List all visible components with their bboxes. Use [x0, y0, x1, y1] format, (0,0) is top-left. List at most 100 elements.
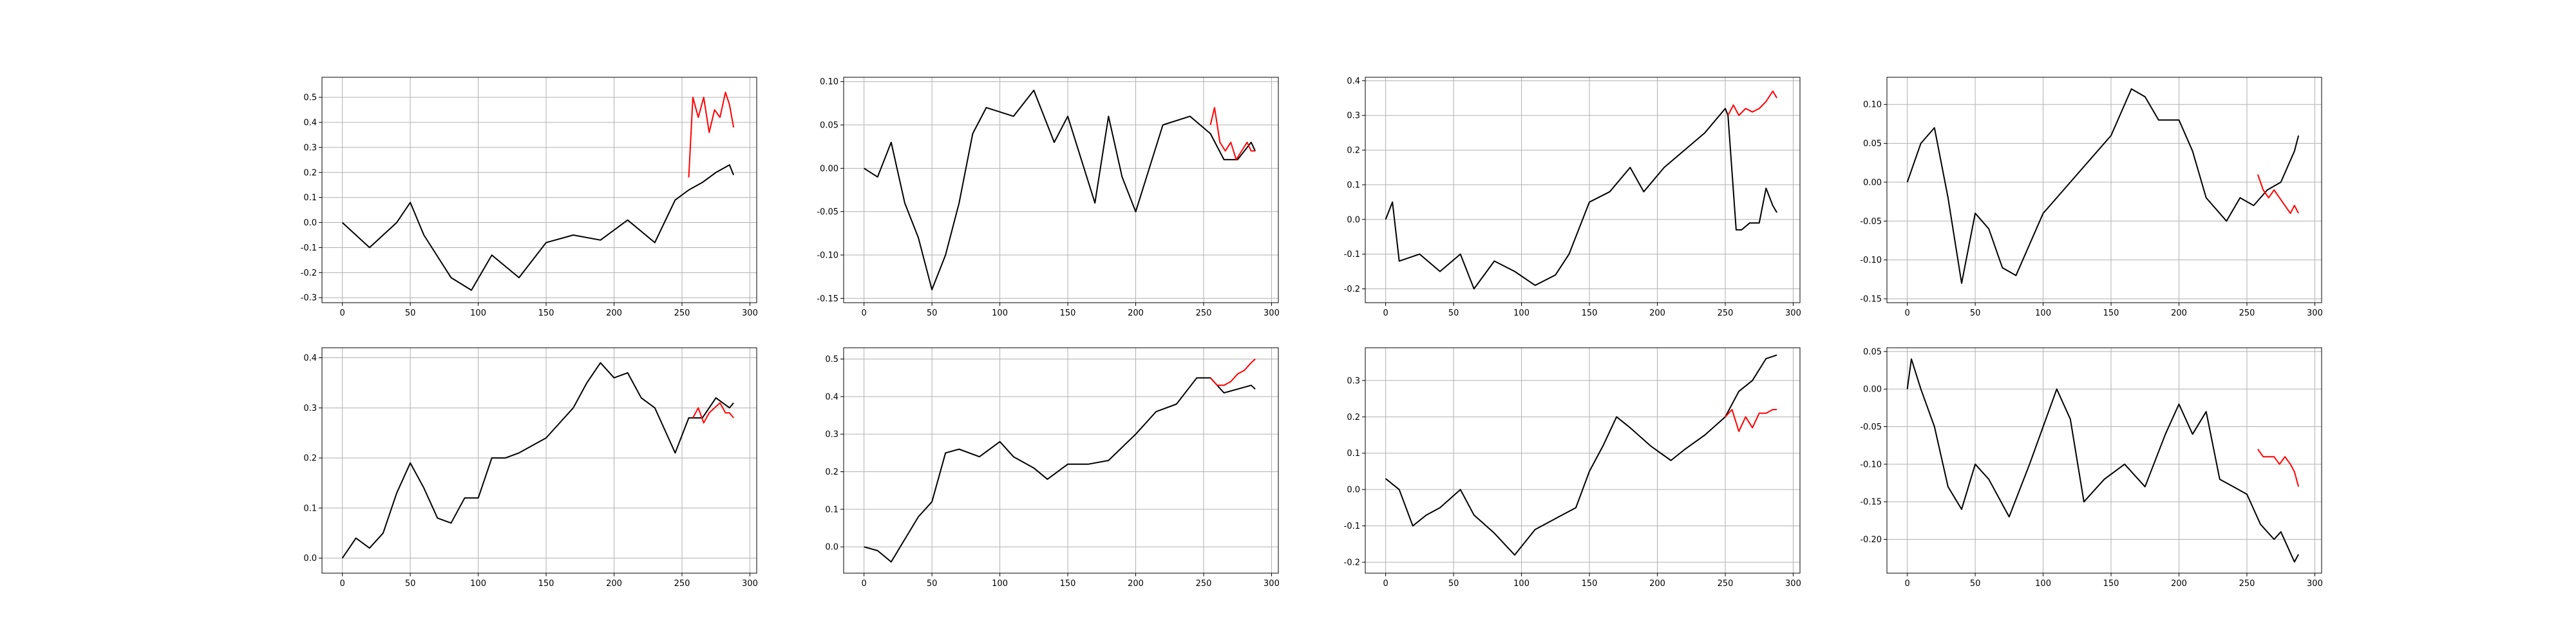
y-tick-label: 0.10 [820, 77, 838, 87]
x-tick-label: 50 [927, 308, 938, 318]
y-tick-label: -0.05 [1860, 422, 1882, 432]
x-tick-label: 250 [674, 308, 690, 318]
y-tick-label: -0.1 [1344, 522, 1360, 531]
x-tick-label: 0 [1905, 579, 1910, 589]
x-tick-label: 200 [2171, 579, 2187, 589]
y-tick-label: 0.2 [303, 454, 317, 464]
series-line-actual [1906, 88, 2300, 284]
y-tick-label: 0.10 [1863, 100, 1882, 110]
y-tick-label: 0.05 [1863, 347, 1882, 357]
y-tick-label: 0.00 [1863, 178, 1882, 187]
subplot-6: 0 50 100 150 200 250 300 0.0 0.1 0.2 0.3 0.4 0.5 [825, 347, 1280, 589]
x-tick-label: 300 [2307, 579, 2323, 589]
x-tick-label: 200 [606, 579, 622, 589]
series-line-actual [1385, 108, 1777, 290]
x-tick-label: 100 [1513, 579, 1530, 589]
x-tick-label: 200 [606, 308, 622, 318]
y-tick-label: 0.0 [1347, 486, 1360, 495]
x-tick-label: 200 [1649, 579, 1665, 589]
x-tick-label: 150 [1060, 308, 1076, 318]
plot-frame [1886, 347, 2322, 574]
series-line-actual [864, 90, 1256, 290]
y-tick-label: -0.1 [301, 243, 317, 253]
y-tick-label: 0.5 [825, 355, 838, 365]
x-tick-label: 200 [1128, 308, 1144, 318]
x-tick-label: 300 [1785, 579, 1801, 589]
y-tick-label: 0.00 [1863, 385, 1882, 395]
y-tick-label: 0.1 [303, 193, 317, 203]
series-line-predicted [1727, 90, 1777, 117]
x-tick-label: 200 [2171, 308, 2187, 318]
x-tick-label: 150 [1582, 579, 1598, 589]
y-tick-label: 0.4 [303, 354, 317, 363]
y-tick-label: 0.1 [303, 504, 317, 513]
y-tick-label: 0.05 [820, 121, 838, 131]
subplot-1: 0 50 100 150 200 250 300 -0.3 -0.2 -0.1 0.0 0.1 0.2 0… [301, 77, 758, 318]
y-tick-label: -0.10 [1860, 256, 1882, 265]
y-tick-label: 0.2 [1347, 146, 1360, 156]
x-tick-label: 50 [1970, 579, 1981, 589]
x-tick-label: 50 [405, 579, 416, 589]
y-tick-label: -0.2 [301, 269, 317, 278]
y-tick-label: 0.3 [1347, 376, 1360, 386]
y-tick-label: 0.1 [1347, 180, 1360, 190]
x-tick-label: 150 [2103, 308, 2119, 318]
y-tick-label: 0.0 [303, 554, 317, 564]
x-tick-label: 250 [1196, 308, 1212, 318]
x-tick-label: 100 [992, 308, 1008, 318]
x-tick-label: 50 [1448, 308, 1459, 318]
x-tick-label: 150 [2103, 579, 2119, 589]
subplot-7: 0 50 100 150 200 250 300 -0.2 -0.1 0.0 0.1 0.2 0.3 [1344, 347, 1801, 589]
y-tick-label: -0.3 [301, 294, 317, 303]
subplot-5: 0 50 100 150 200 250 300 0.0 0.1 0.2 0.3 0.4 [303, 347, 758, 589]
x-tick-label: 0 [340, 308, 345, 318]
x-tick-label: 200 [1649, 308, 1665, 318]
y-tick-label: -0.10 [817, 251, 838, 260]
x-tick-label: 100 [992, 579, 1008, 589]
x-tick-label: 250 [1196, 579, 1212, 589]
x-tick-label: 100 [470, 308, 486, 318]
y-tick-label: 0.3 [303, 404, 317, 413]
x-tick-label: 250 [1718, 308, 1734, 318]
y-tick-label: 0.4 [303, 118, 317, 128]
series-line-actual [1385, 354, 1777, 556]
y-tick-label: 0.2 [303, 168, 317, 178]
plot-frame [843, 347, 1279, 574]
x-tick-label: 200 [1128, 579, 1144, 589]
x-tick-label: 50 [1448, 579, 1459, 589]
x-tick-label: 300 [1264, 579, 1280, 589]
y-tick-label: 0.1 [1347, 449, 1360, 459]
plot-frame [321, 347, 757, 574]
y-tick-label: 0.0 [825, 543, 838, 553]
y-tick-label: -0.10 [1860, 460, 1882, 469]
y-tick-label: -0.15 [1860, 294, 1882, 304]
plot-frame [1365, 347, 1801, 574]
x-tick-label: 150 [538, 579, 554, 589]
x-tick-label: 0 [1905, 308, 1910, 318]
series-line-predicted [688, 91, 735, 178]
x-tick-label: 300 [742, 308, 758, 318]
x-tick-label: 150 [538, 308, 554, 318]
x-tick-label: 250 [2239, 579, 2255, 589]
y-tick-label: -0.2 [1344, 558, 1360, 568]
series-line-predicted [1725, 409, 1777, 432]
series-line-actual [341, 362, 734, 559]
x-tick-label: 100 [2035, 308, 2051, 318]
x-tick-label: 250 [1718, 579, 1734, 589]
y-tick-label: -0.1 [1344, 250, 1360, 260]
series-line-predicted [2257, 174, 2299, 214]
x-tick-label: 300 [742, 579, 758, 589]
y-tick-label: 0.2 [825, 468, 838, 477]
y-tick-label: 0.1 [825, 505, 838, 515]
plot-frame [843, 77, 1279, 303]
subplot-4: 0 50 100 150 200 250 300 -0.15 -0.10 -0.05 0.00 0.0… [1860, 77, 2323, 318]
y-tick-label: 0.00 [820, 164, 838, 174]
y-tick-label: -0.20 [1860, 535, 1882, 545]
y-tick-label: 0.3 [303, 143, 317, 153]
y-tick-label: 0.0 [1347, 215, 1360, 225]
x-tick-label: 100 [1513, 308, 1530, 318]
x-tick-label: 250 [674, 579, 690, 589]
x-tick-label: 100 [2035, 579, 2051, 589]
subplot-3: 0 50 100 150 200 250 300 -0.2 -0.1 0.0 0.1 0.2 0.3 0.… [1344, 77, 1801, 318]
x-tick-label: 0 [862, 308, 867, 318]
